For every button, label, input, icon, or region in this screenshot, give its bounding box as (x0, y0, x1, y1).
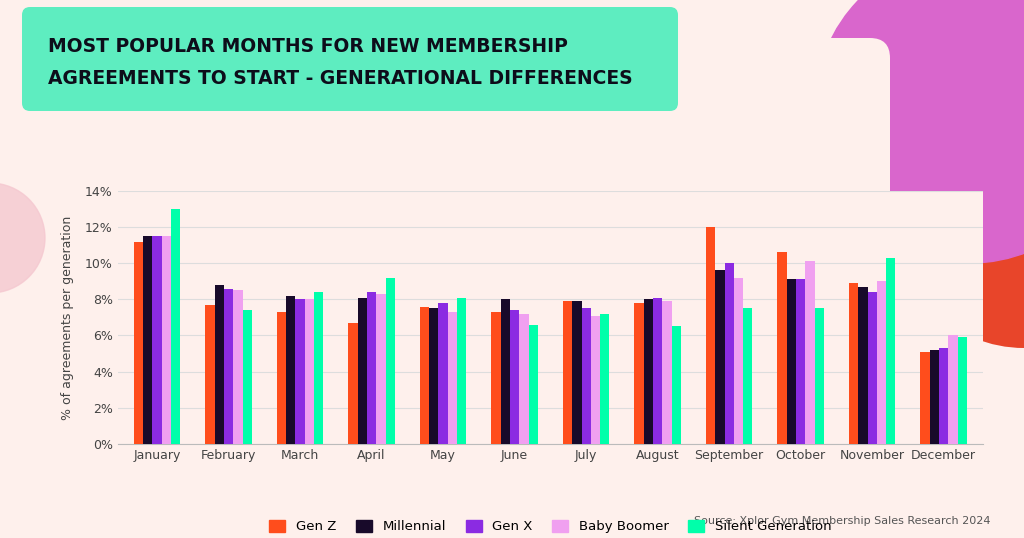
Bar (663, 301, 672, 444)
Bar (653, 298, 663, 444)
Bar (420, 307, 429, 444)
Text: Source: Xplor Gym Membership Sales Research 2024: Source: Xplor Gym Membership Sales Resea… (693, 516, 990, 526)
Bar (510, 310, 519, 444)
Bar (725, 263, 734, 444)
Bar (215, 285, 224, 444)
Text: AGREEMENTS TO START - GENERATIONAL DIFFERENCES: AGREEMENTS TO START - GENERATIONAL DIFFE… (48, 68, 633, 88)
Bar (206, 305, 215, 444)
Bar (305, 299, 314, 444)
Bar (867, 292, 877, 444)
Bar (672, 327, 681, 444)
Bar (171, 209, 180, 444)
Bar (501, 299, 510, 444)
Bar (921, 352, 930, 444)
Circle shape (0, 183, 45, 293)
Bar (706, 227, 715, 444)
FancyBboxPatch shape (0, 38, 890, 538)
Bar (815, 308, 824, 444)
Bar (743, 308, 753, 444)
Bar (233, 291, 243, 444)
Bar (600, 314, 609, 444)
Bar (858, 287, 867, 444)
Bar (447, 312, 457, 444)
Bar (777, 252, 786, 444)
Wedge shape (894, 88, 1024, 348)
Bar (849, 283, 858, 444)
Bar (957, 337, 967, 444)
Bar (635, 303, 644, 444)
Bar (348, 323, 357, 444)
Bar (644, 299, 653, 444)
Bar (367, 292, 376, 444)
Bar (572, 301, 582, 444)
Bar (357, 298, 367, 444)
Bar (930, 350, 939, 444)
FancyBboxPatch shape (22, 7, 678, 111)
Bar (429, 308, 438, 444)
Bar (886, 258, 895, 444)
Bar (582, 308, 591, 444)
Bar (786, 280, 796, 444)
Circle shape (815, 0, 1024, 263)
Bar (162, 236, 171, 444)
Bar (734, 278, 743, 444)
Bar (939, 348, 948, 444)
Bar (948, 336, 957, 444)
Bar (519, 314, 528, 444)
Bar (796, 280, 805, 444)
Bar (591, 316, 600, 444)
Bar (296, 299, 305, 444)
Bar (286, 296, 296, 444)
Bar (224, 288, 233, 444)
Legend: Gen Z, Millennial, Gen X, Baby Boomer, Silent Generation: Gen Z, Millennial, Gen X, Baby Boomer, S… (264, 514, 837, 538)
Bar (376, 294, 386, 444)
Bar (457, 298, 466, 444)
Bar (528, 324, 538, 444)
Bar (134, 242, 143, 444)
Bar (314, 292, 324, 444)
Bar (563, 301, 572, 444)
Bar (143, 236, 153, 444)
Bar (243, 310, 252, 444)
Y-axis label: % of agreements per generation: % of agreements per generation (60, 215, 74, 420)
Bar (877, 281, 886, 444)
Bar (276, 312, 286, 444)
Bar (492, 312, 501, 444)
Bar (386, 278, 395, 444)
Bar (438, 303, 447, 444)
Text: MOST POPULAR MONTHS FOR NEW MEMBERSHIP: MOST POPULAR MONTHS FOR NEW MEMBERSHIP (48, 37, 568, 55)
Bar (153, 236, 162, 444)
Bar (715, 271, 725, 444)
Bar (805, 261, 815, 444)
